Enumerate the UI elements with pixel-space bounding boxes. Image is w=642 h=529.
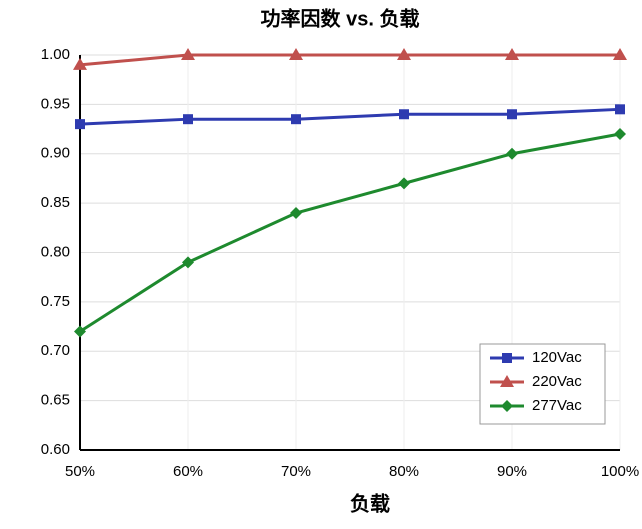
y-tick-label: 0.70 [41,342,70,359]
x-tick-label: 80% [389,463,419,480]
series-line [79,132,621,333]
x-tick-label: 70% [281,463,311,480]
series-line [79,107,621,126]
y-tick-label: 0.95 [41,95,70,112]
marker [399,109,409,120]
y-tick-label: 1.00 [41,46,70,63]
marker [74,325,86,338]
x-axis-label: 负载 [350,491,390,515]
marker [289,48,303,60]
marker [182,256,194,269]
marker [73,57,87,70]
marker [613,48,627,60]
y-tick-label: 0.65 [41,392,70,409]
y-tick-label: 0.80 [41,243,70,260]
legend-label: 120Vac [532,349,582,366]
legend-marker [500,375,514,387]
chart-title: 功率因数 vs. 负载 [261,6,420,30]
marker [397,48,411,60]
y-tick-label: 0.75 [41,293,70,310]
marker [181,48,195,60]
y-tick-label: 0.60 [41,441,70,458]
marker [75,119,85,130]
x-tick-label: 100% [601,463,639,480]
marker [291,114,301,125]
x-tick-label: 60% [173,463,203,480]
legend-label: 277Vac [532,397,582,414]
x-tick-label: 50% [65,463,95,480]
legend-marker [501,400,513,412]
x-tick-label: 90% [497,463,527,480]
marker [615,104,625,115]
legend-label: 220Vac [532,373,582,390]
y-tick-label: 0.85 [41,194,70,211]
marker [183,114,193,125]
marker [507,109,517,120]
marker [398,177,410,190]
marker [505,48,519,60]
series-line [79,53,620,67]
marker [614,128,626,140]
y-tick-label: 0.90 [41,145,70,162]
marker [290,207,302,219]
marker [506,147,518,160]
legend-marker [502,353,512,363]
